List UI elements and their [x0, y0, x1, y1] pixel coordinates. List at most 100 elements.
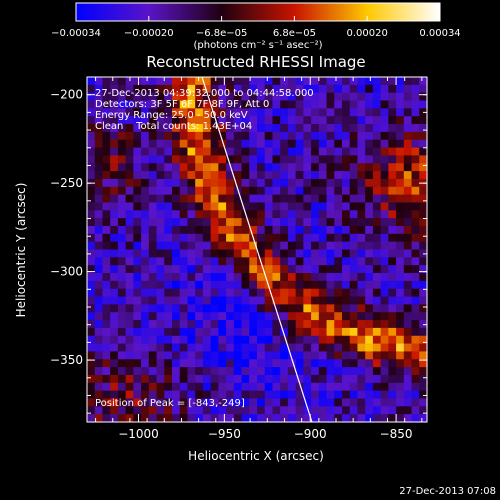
- heatmap-cell: [380, 218, 389, 227]
- heatmap-cell: [133, 398, 142, 407]
- heatmap-cell: [102, 335, 111, 345]
- heatmap-cell: [280, 218, 289, 227]
- heatmap-cell: [380, 202, 389, 211]
- heatmap-cell: [342, 390, 351, 400]
- heatmap-cell: [396, 249, 405, 258]
- heatmap-cell: [396, 414, 405, 423]
- heatmap-cell: [233, 327, 243, 337]
- heatmap-cell: [257, 131, 266, 141]
- heatmap-cell: [287, 343, 297, 353]
- heatmap-cell: [311, 233, 320, 243]
- heatmap-cell: [318, 155, 328, 164]
- heatmap-cell: [257, 390, 266, 400]
- heatmap-cell: [210, 273, 219, 282]
- heatmap-cell: [133, 359, 142, 368]
- heatmap-cell: [380, 382, 389, 392]
- heatmap-cell: [349, 116, 359, 125]
- heatmap-cell: [311, 77, 320, 86]
- heatmap-cell: [241, 178, 250, 188]
- heatmap-cell: [403, 171, 413, 180]
- heatmap-cell: [102, 155, 111, 164]
- heatmap-cell: [164, 414, 173, 423]
- heatmap-cell: [172, 343, 181, 353]
- heatmap-cell: [388, 194, 397, 204]
- heatmap-cell: [396, 241, 405, 251]
- heatmap-cell: [388, 398, 397, 407]
- heatmap-cell: [419, 155, 428, 164]
- heatmap-cell: [202, 108, 212, 117]
- heatmap-cell: [295, 178, 304, 188]
- heatmap-cell: [287, 288, 297, 298]
- chart-title: Reconstructed RHESSI Image: [146, 53, 365, 71]
- heatmap-cell: [342, 202, 351, 211]
- heatmap-cell: [117, 320, 127, 329]
- heatmap-cell: [187, 233, 196, 243]
- heatmap-cell: [133, 327, 142, 337]
- heatmap-cell: [295, 406, 304, 415]
- heatmap-cell: [156, 343, 165, 353]
- heatmap-cell: [133, 296, 142, 305]
- heatmap-cell: [272, 414, 281, 423]
- heatmap-cell: [195, 273, 204, 282]
- heatmap-cell: [233, 280, 243, 290]
- heatmap-cell: [179, 92, 189, 102]
- heatmap-cell: [396, 202, 405, 211]
- heatmap-cell: [419, 124, 428, 133]
- heatmap-cell: [411, 218, 420, 227]
- heatmap-cell: [272, 131, 281, 141]
- heatmap-cell: [357, 265, 366, 274]
- heatmap-cell: [110, 335, 119, 345]
- heatmap-cell: [179, 124, 189, 133]
- heatmap-cell: [141, 225, 150, 235]
- heatmap-cell: [202, 249, 212, 258]
- heatmap-cell: [334, 218, 343, 227]
- heatmap-cell: [94, 241, 104, 251]
- heatmap-cell: [295, 92, 304, 102]
- heatmap-cell: [226, 202, 235, 211]
- heatmap-cell: [342, 382, 351, 392]
- heatmap-cell: [257, 194, 266, 204]
- heatmap-cell: [94, 139, 104, 149]
- heatmap-cell: [380, 225, 389, 235]
- heatmap-cell: [303, 171, 312, 180]
- heatmap-cell: [372, 390, 382, 400]
- heatmap-cell: [326, 304, 335, 313]
- heatmap-cell: [133, 186, 142, 196]
- heatmap-cell: [94, 382, 104, 392]
- heatmap-cell: [357, 343, 366, 353]
- heatmap-cell: [380, 390, 389, 400]
- heatmap-cell: [365, 296, 374, 305]
- heatmap-cell: [226, 249, 235, 258]
- heatmap-cell: [233, 257, 243, 266]
- heatmap-cell: [187, 131, 196, 141]
- heatmap-cell: [326, 171, 335, 180]
- heatmap-cell: [303, 218, 312, 227]
- heatmap-cell: [419, 194, 428, 204]
- heatmap-cell: [380, 327, 389, 337]
- heatmap-cell: [87, 343, 96, 353]
- heatmap-cell: [334, 186, 343, 196]
- heatmap-cell: [411, 304, 420, 313]
- heatmap-cell: [280, 124, 289, 133]
- heatmap-cell: [287, 155, 297, 164]
- heatmap-cell: [110, 367, 119, 376]
- heatmap-cell: [272, 249, 281, 258]
- heatmap-cell: [164, 312, 173, 321]
- heatmap-cell: [164, 178, 173, 188]
- heatmap-cell: [326, 312, 335, 321]
- heatmap-cell: [419, 351, 428, 360]
- heatmap-cell: [87, 225, 96, 235]
- heatmap-cell: [280, 367, 289, 376]
- heatmap-cell: [94, 374, 104, 384]
- heatmap-cell: [334, 382, 343, 392]
- heatmap-cell: [172, 398, 181, 407]
- heatmap-cell: [380, 367, 389, 376]
- heatmap-cell: [125, 327, 134, 337]
- heatmap-cell: [141, 84, 150, 94]
- heatmap-cell: [241, 382, 250, 392]
- heatmap-cell: [117, 139, 127, 149]
- heatmap-cell: [87, 92, 96, 102]
- heatmap-cell: [264, 124, 274, 133]
- heatmap-cell: [272, 178, 281, 188]
- heatmap-cell: [349, 194, 359, 204]
